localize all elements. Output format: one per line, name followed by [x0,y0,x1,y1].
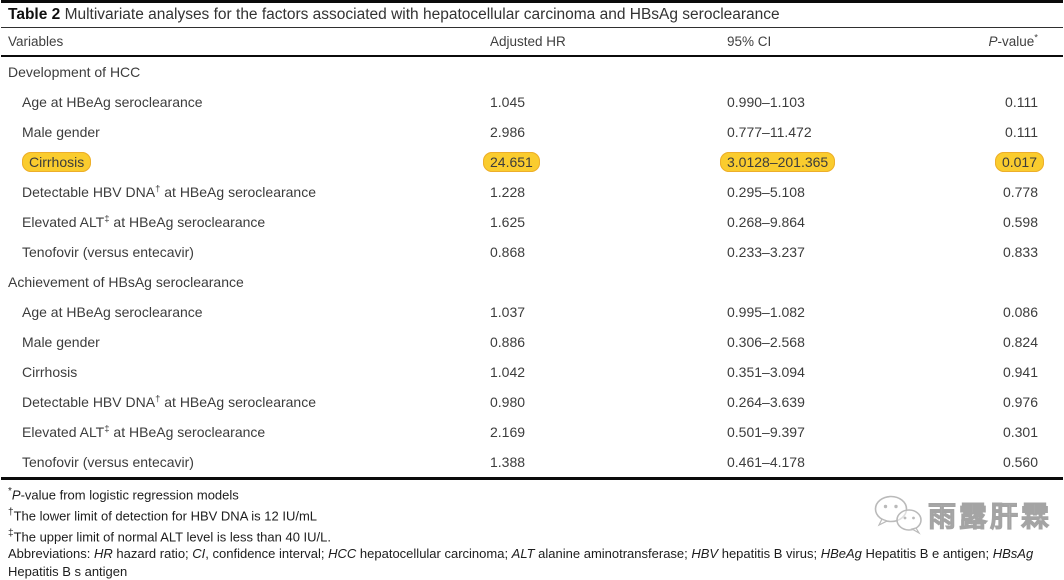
adjusted-hr-cell: 1.037 [490,304,526,320]
p-value-cell: 0.560 [1002,454,1038,470]
adjusted-hr-cell: 0.868 [490,244,526,260]
footnote-marker: * [8,486,12,497]
table-row: Elevated ALT‡ at HBeAg seroclearance 2.16… [0,417,1064,447]
footnote-line: †The lower limit of detection for HBV DN… [8,506,318,524]
table-row: Cirrhosis 1.042 0.351–3.094 0.941 [0,357,1064,387]
variable-cell: Age at HBeAg seroclearance [22,94,203,110]
adjusted-hr-cell: 1.045 [490,94,526,110]
footnotes: *P-value from logistic regression models… [0,480,1064,580]
ci-cell: 0.268–9.864 [727,214,805,230]
adjusted-hr-cell: 0.980 [490,394,526,410]
variable-cell: Elevated ALT‡ at HBeAg seroclearance [22,423,266,440]
top-rule [1,0,1063,3]
column-header-adjusted-hr: Adjusted HR [490,34,566,49]
table-number-label: Table 2 [8,6,61,23]
variable-cell: Male gender [22,334,100,350]
table-row: Male gender 2.986 0.777–11.472 0.111 [0,117,1064,147]
ci-cell: 3.0128–201.365 [720,147,979,177]
table-title-text: Multivariate analyses for the factors as… [64,6,780,23]
p-value-cell: 0.976 [1002,394,1038,410]
table-body: Development of HCC Age at HBeAg seroclear… [0,57,1064,477]
footnote-line: *P-value from logistic regression models [8,486,239,503]
ci-cell: 0.351–3.094 [727,364,805,380]
adjusted-hr-cell: 1.625 [490,214,526,230]
table-title: Table 2 Multivariate analyses for the fa… [0,3,1064,27]
table-row: Age at HBeAg seroclearance 1.037 0.995–1.0… [0,297,1064,327]
table-row: Elevated ALT‡ at HBeAg seroclearance 1.62… [0,207,1064,237]
adjusted-hr-cell: 2.169 [490,424,526,440]
column-header-variables: Variables [8,34,64,49]
adjusted-hr-cell: 24.651 [483,147,727,177]
table-row: Age at HBeAg seroclearance 1.045 0.990–1.1… [0,87,1064,117]
variable-cell: Tenofovir (versus entecavir) [22,244,194,260]
table-row: Cirrhosis 24.651 3.0128–201.365 0.017 [0,147,1064,177]
table-row: Detectable HBV DNA† at HBeAg seroclearan… [0,177,1064,207]
table-header-row: Variables Adjusted HR 95% CI P-value* [0,28,1064,55]
ci-cell: 0.295–5.108 [727,184,805,200]
variable-cell: Detectable HBV DNA† at HBeAg seroclearan… [22,393,316,410]
table-row: Male gender 0.886 0.306–2.568 0.824 [0,327,1064,357]
adjusted-hr-cell: 1.228 [490,184,526,200]
footnote-marker: ‡ [8,527,14,539]
ci-cell: 0.990–1.103 [727,94,805,110]
p-value-cell: 0.941 [1002,364,1038,380]
variable-cell: Tenofovir (versus entecavir) [22,454,194,470]
p-value-cell: 0.111 [1005,94,1038,110]
adjusted-hr-cell: 2.986 [490,124,526,140]
footnote-marker: ‡ [104,423,110,435]
table-row: Tenofovir (versus entecavir) 0.868 0.233–3… [0,237,1064,267]
footnote-marker: ‡ [104,213,110,225]
ci-cell: 0.461–4.178 [727,454,805,470]
section-header-row: Achievement of HBsAg seroclearance [8,274,244,290]
table-row: Tenofovir (versus entecavir) 1.388 0.461–4… [0,447,1064,477]
adjusted-hr-cell: 1.388 [490,454,526,470]
ci-cell: 0.777–11.472 [727,124,812,140]
variable-cell: Age at HBeAg seroclearance [22,304,203,320]
variable-cell: Cirrhosis [8,147,490,177]
variable-cell: Cirrhosis [22,364,78,380]
ci-cell: 0.264–3.639 [727,394,805,410]
bottom-rule [1,477,1063,480]
p-value-cell: 0.598 [1002,214,1038,230]
footnote-marker: † [155,183,161,195]
column-header-95ci: 95% CI [727,34,772,49]
p-value-cell: 0.833 [1002,244,1038,260]
p-value-cell: 0.017 [979,147,1056,177]
p-value-cell: 0.086 [1002,304,1038,320]
footnote-line: ‡The upper limit of normal ALT level is … [8,527,332,544]
footnote-marker: † [8,506,14,518]
footnote-marker: † [155,393,161,405]
ci-cell: 0.501–9.397 [727,424,805,440]
table-row: Detectable HBV DNA† at HBeAg seroclearan… [0,387,1064,417]
section-header-row: Development of HCC [8,64,141,80]
adjusted-hr-cell: 0.886 [490,334,526,350]
adjusted-hr-cell: 1.042 [490,364,526,380]
ci-cell: 0.306–2.568 [727,334,805,350]
p-value-cell: 0.824 [1002,334,1038,350]
ci-cell: 0.995–1.082 [727,304,805,320]
p-value-cell: 0.778 [1002,184,1038,200]
header-rule [1,55,1063,57]
variable-cell: Male gender [22,124,100,140]
p-value-cell: 0.111 [1005,124,1038,140]
variable-cell: Detectable HBV DNA† at HBeAg seroclearan… [22,183,316,200]
abbreviations-line: Abbreviations: HR hazard ratio; CI, conf… [8,546,1034,579]
title-rule [1,27,1063,28]
p-value-cell: 0.301 [1002,424,1038,440]
column-header-p-value: P-value* [988,32,1039,49]
variable-cell: Elevated ALT‡ at HBeAg seroclearance [22,213,266,230]
ci-cell: 0.233–3.237 [727,244,805,260]
